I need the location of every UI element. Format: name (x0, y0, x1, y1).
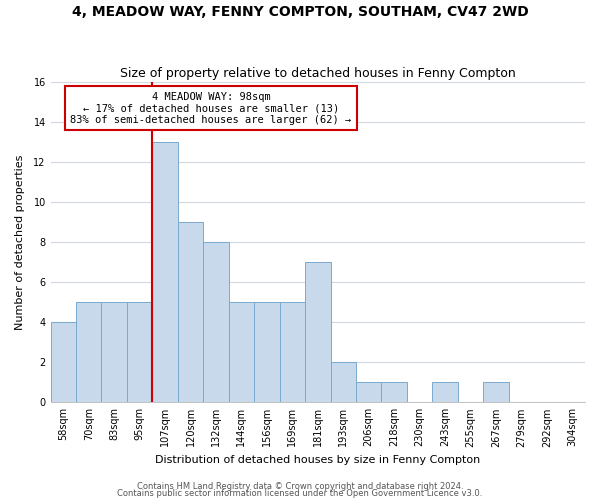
Bar (254, 302, 280, 402)
Bar (433, 382, 458, 402)
Bar (50, 322, 76, 402)
Bar (280, 302, 305, 402)
Text: 4, MEADOW WAY, FENNY COMPTON, SOUTHAM, CV47 2WD: 4, MEADOW WAY, FENNY COMPTON, SOUTHAM, C… (71, 5, 529, 19)
Bar (178, 222, 203, 402)
Text: 4 MEADOW WAY: 98sqm
← 17% of detached houses are smaller (13)
83% of semi-detach: 4 MEADOW WAY: 98sqm ← 17% of detached ho… (70, 92, 352, 125)
Bar (305, 262, 331, 402)
Bar (76, 302, 101, 402)
Y-axis label: Number of detached properties: Number of detached properties (15, 154, 25, 330)
Title: Size of property relative to detached houses in Fenny Compton: Size of property relative to detached ho… (120, 66, 515, 80)
Bar (331, 362, 356, 403)
Text: Contains HM Land Registry data © Crown copyright and database right 2024.: Contains HM Land Registry data © Crown c… (137, 482, 463, 491)
Bar (382, 382, 407, 402)
Text: Contains public sector information licensed under the Open Government Licence v3: Contains public sector information licen… (118, 490, 482, 498)
Bar (229, 302, 254, 402)
Bar (356, 382, 382, 402)
Bar (483, 382, 509, 402)
Bar (152, 142, 178, 403)
X-axis label: Distribution of detached houses by size in Fenny Compton: Distribution of detached houses by size … (155, 455, 481, 465)
Bar (203, 242, 229, 402)
Bar (127, 302, 152, 402)
Bar (101, 302, 127, 402)
